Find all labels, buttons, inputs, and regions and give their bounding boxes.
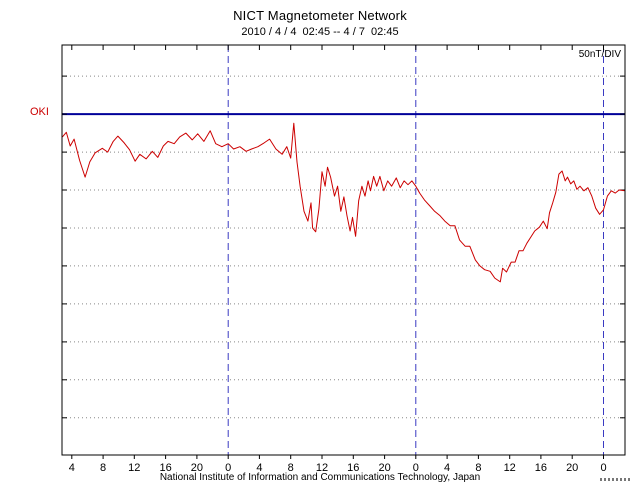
gridlines (62, 75, 625, 419)
day-boundary-lines (227, 45, 604, 455)
scale-per-division-label: 50nT/DIV (578, 49, 621, 60)
station-label-oki: OKI (30, 106, 49, 118)
institute-credit-text: National Institute of Information and Co… (159, 472, 481, 483)
x-tick-label: 8 (100, 462, 106, 474)
x-tick-label: 20 (191, 462, 203, 474)
x-tick-label: 16 (535, 462, 547, 474)
x-tick-label: 12 (316, 462, 328, 474)
x-tick-label: 12 (128, 462, 140, 474)
x-tick-label: 0 (600, 462, 606, 474)
x-tick-label: 4 (444, 462, 450, 474)
x-axis-tick-labels: 4 8 12 16 20 0 4 8 12 16 20 0 4 8 12 16 20 0 (69, 462, 607, 474)
x-tick-label: 8 (288, 462, 294, 474)
x-tick-label: 4 (256, 462, 262, 474)
fine-print-marks (600, 478, 632, 481)
axis-ticks (62, 45, 625, 459)
x-tick-label: 16 (159, 462, 171, 474)
x-tick-label: 20 (566, 462, 578, 474)
x-tick-label: 8 (475, 462, 481, 474)
plot-frame (61, 44, 626, 456)
time-range-subtitle: 2010 / 4 / 4 02:45 -- 4 / 7 02:45 (241, 26, 399, 38)
page-title: NICT Magnetometer Network (233, 8, 407, 23)
x-tick-label: 0 (413, 462, 419, 474)
x-tick-label: 0 (225, 462, 231, 474)
x-tick-label: 20 (378, 462, 390, 474)
x-tick-label: 16 (347, 462, 359, 474)
oki-magnetogram-trace (62, 122, 626, 283)
x-tick-label: 12 (504, 462, 516, 474)
x-tick-label: 4 (69, 462, 75, 474)
